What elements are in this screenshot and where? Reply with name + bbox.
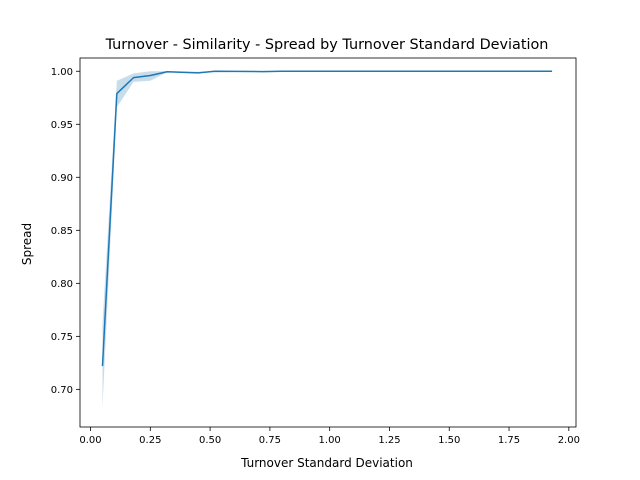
x-tick-label: 2.00 [558,435,580,446]
x-tick-label: 1.25 [378,435,400,446]
series-0-line [101,70,553,367]
x-tick-label: 0.50 [199,435,221,446]
y-tick-label: 0.75 [51,332,73,343]
y-tick-label: 0.70 [51,385,73,396]
plot-frame [79,57,577,428]
x-tick-label: 1.50 [438,435,460,446]
x-tick-label: 0.25 [139,435,161,446]
axes: 0.00 0.25 0.50 0.75 1.00 1.25 1.50 1.75 2.00 0.70… [51,57,580,446]
y-tick-label: 0.95 [51,120,73,131]
y-axis-label: Spread [20,223,34,265]
x-tick-label: 1.75 [498,435,520,446]
y-tick-label: 1.00 [51,67,73,78]
x-tick-label: 1.00 [319,435,341,446]
y-tick-label: 0.90 [51,173,73,184]
x-tick-label: 0.00 [79,435,101,446]
plot-area [101,70,553,408]
y-tick-label: 0.85 [51,226,73,237]
x-tick-label: 0.75 [259,435,281,446]
y-tick-label: 0.80 [51,279,73,290]
chart-title: Turnover - Similarity - Spread by Turnov… [105,37,549,53]
x-axis-label: Turnover Standard Deviation [240,456,413,470]
